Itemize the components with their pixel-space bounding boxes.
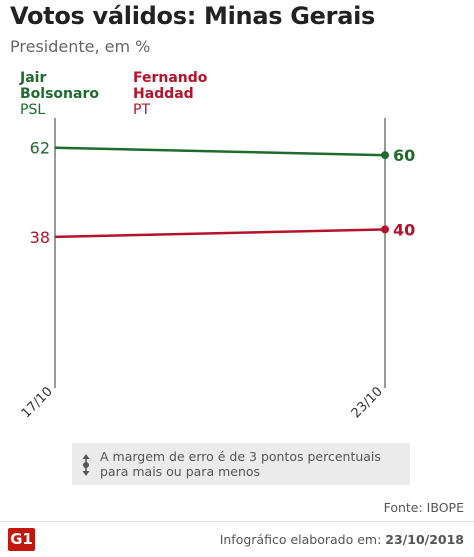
credit: Infográfico elaborado em: 23/10/2018 bbox=[220, 532, 464, 547]
note-line-1: A margem de erro é de 3 pontos percentua… bbox=[100, 449, 381, 464]
line-chart: 17/10 23/10 62 60 38 40 bbox=[19, 118, 415, 421]
note-line-2: para mais ou para menos bbox=[100, 464, 261, 479]
legend-party: PT bbox=[133, 102, 150, 118]
legend-bolsonaro: Jair Bolsonaro PSL bbox=[20, 70, 99, 118]
legend-haddad: Fernando Haddad PT bbox=[133, 70, 207, 118]
legend-name-line2: Haddad bbox=[133, 86, 194, 102]
legend-party: PSL bbox=[20, 102, 46, 118]
chart-title: Votos válidos: Minas Gerais bbox=[10, 2, 376, 30]
credit-label: Infográfico elaborado em: bbox=[219, 532, 382, 547]
legend-name-line1: Fernando bbox=[133, 70, 208, 86]
start-value-label: 62 bbox=[30, 139, 50, 158]
g1-logo: G1 bbox=[8, 528, 35, 551]
series-line bbox=[54, 228, 386, 239]
end-point-marker bbox=[381, 225, 389, 234]
plus-minus-arrow-icon bbox=[82, 454, 90, 476]
start-value-label: 38 bbox=[30, 228, 50, 247]
legend-name-line1: Jair bbox=[20, 70, 47, 86]
footer-divider bbox=[0, 521, 474, 522]
source-label: Fonte: IBOPE bbox=[383, 500, 464, 515]
series-line bbox=[54, 146, 386, 157]
x-tick-label: 23/10 bbox=[349, 384, 386, 421]
end-value-label: 60 bbox=[393, 146, 415, 165]
end-point-marker bbox=[381, 151, 389, 160]
chart-subtitle: Presidente, em % bbox=[10, 37, 151, 56]
margin-of-error-note: A margem de erro é de 3 pontos percentua… bbox=[72, 443, 410, 485]
end-value-label: 40 bbox=[393, 220, 415, 239]
x-tick-label: 17/10 bbox=[19, 384, 56, 421]
legend-name-line2: Bolsonaro bbox=[20, 86, 99, 102]
credit-date: 23/10/2018 bbox=[385, 532, 464, 547]
